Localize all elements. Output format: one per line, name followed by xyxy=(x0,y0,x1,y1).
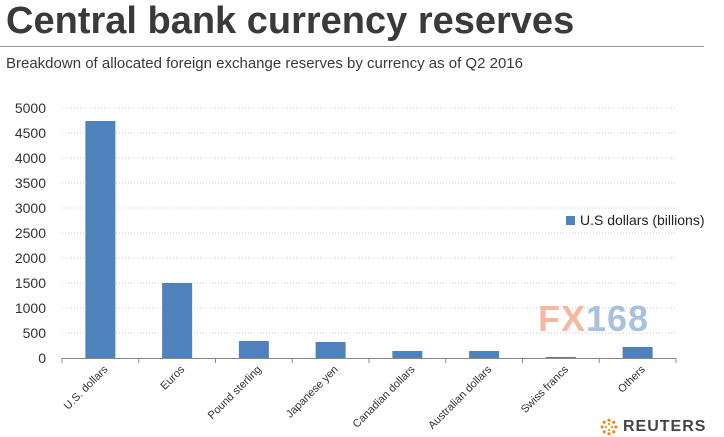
x-category-label: Euros xyxy=(158,363,187,392)
y-tick-label: 4500 xyxy=(15,125,46,141)
bar-canadian-dollars xyxy=(392,351,423,358)
bar-swiss-francs xyxy=(545,357,576,358)
x-category-label: Swiss francs xyxy=(519,363,571,415)
bar-pound-sterling xyxy=(238,341,269,358)
watermark-fx: FX xyxy=(538,298,587,339)
y-axis-tick-labels: 0 500 1000 1500 2000 2500 3000 3500 4000 4500 5000 xyxy=(15,100,46,366)
y-tick-label: 2000 xyxy=(15,250,46,266)
y-tick-label: 3000 xyxy=(15,200,46,216)
chart-title: Central bank currency reserves xyxy=(6,0,575,42)
y-tick-label: 4000 xyxy=(15,150,46,166)
x-axis xyxy=(61,358,677,363)
y-tick-label: 0 xyxy=(38,350,46,366)
y-tick-label: 2500 xyxy=(15,225,46,241)
y-tick-label: 3500 xyxy=(15,175,46,191)
bar-japanese-yen xyxy=(315,342,346,358)
x-category-label: Others xyxy=(616,363,648,395)
bar-australian-dollars xyxy=(469,351,500,358)
legend-label: U.S dollars (billions) xyxy=(580,212,704,228)
source-credit: REUTERS xyxy=(600,418,706,436)
legend-swatch xyxy=(566,216,575,225)
bar-others xyxy=(622,347,653,358)
x-category-label: Pound sterling xyxy=(206,364,264,422)
y-tick-label: 5000 xyxy=(15,100,46,116)
x-category-label: Australian dollars xyxy=(426,363,495,432)
bars xyxy=(85,121,653,358)
y-tick-label: 1000 xyxy=(15,300,46,316)
x-axis-category-labels: U.S. dollars Euros Pound sterling Japanese … xyxy=(62,363,648,432)
watermark-number: 168 xyxy=(586,298,650,339)
bar-euros xyxy=(162,283,193,358)
y-tick-label: 500 xyxy=(23,325,47,341)
chart-subtitle: Breakdown of allocated foreign exchange … xyxy=(6,55,523,72)
reuters-dots-icon xyxy=(600,418,618,436)
bar-u-s-dollars xyxy=(85,121,116,358)
y-tick-label: 1500 xyxy=(15,275,46,291)
x-category-label: Japanese yen xyxy=(284,364,341,421)
x-category-label: Canadian dollars xyxy=(351,363,418,430)
x-category-label: U.S. dollars xyxy=(62,363,111,412)
legend: U.S dollars (billions) xyxy=(566,212,704,228)
fx168-watermark: FX168 xyxy=(538,298,649,340)
source-label: REUTERS xyxy=(623,418,707,435)
title-divider xyxy=(0,46,704,47)
